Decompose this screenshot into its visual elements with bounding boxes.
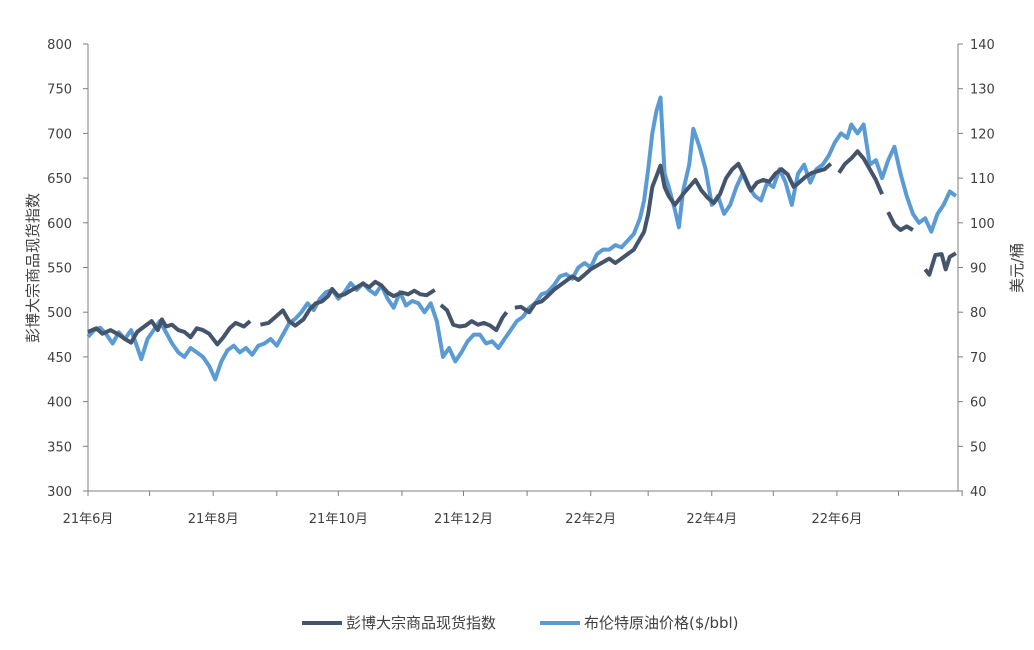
legend-label-brent: 布伦特原油价格($/bbl): [584, 614, 739, 632]
left-tick-label: 400: [47, 396, 72, 411]
series-layer: [86, 95, 958, 382]
left-tick-label: 300: [47, 485, 72, 500]
right-tick-label: 120: [970, 127, 995, 142]
left-tick-label: 600: [47, 217, 72, 232]
right-tick-label: 80: [970, 306, 987, 321]
right-tick-label: 110: [970, 172, 995, 187]
left-axis-ticks: 300 350 400 450 500 550 600 650 700 750 800: [47, 38, 88, 500]
series-line-bcom-index: [87, 149, 957, 347]
left-tick-label: 350: [47, 440, 72, 455]
right-tick-label: 40: [970, 485, 987, 500]
right-tick-label: 140: [970, 38, 995, 53]
left-tick-label: 650: [47, 172, 72, 187]
right-axis-ticks: 40 50 60 70 80 90 100 110 120 130 140: [958, 38, 995, 500]
left-tick-label: 800: [47, 38, 72, 53]
x-axis-ticks: 21年6月 21年8月 21年10月 21年12月 22年2月 22年4月 22年6月: [63, 491, 963, 527]
x-tick-label: 21年10月: [309, 512, 368, 527]
right-tick-label: 50: [970, 440, 987, 455]
x-tick-label: 22年6月: [812, 512, 863, 527]
right-tick-label: 130: [970, 83, 995, 98]
right-tick-label: 70: [970, 351, 987, 366]
x-tick-label: 22年2月: [565, 512, 616, 527]
right-tick-label: 100: [970, 217, 995, 232]
axes: 300 350 400 450 500 550 600 650 700 750 800 40 50 60…: [47, 38, 995, 527]
series-line-brent-price: [86, 95, 958, 382]
x-tick-label: 21年8月: [188, 512, 239, 527]
left-axis-title: 彭博大宗商品现货指数: [24, 193, 42, 343]
x-tick-label: 21年12月: [434, 512, 493, 527]
legend: 彭博大宗商品现货指数 布伦特原油价格($/bbl): [302, 614, 739, 632]
left-tick-label: 500: [47, 306, 72, 321]
right-tick-label: 90: [970, 262, 987, 277]
right-axis-title: 美元/桶: [1008, 243, 1026, 293]
left-tick-label: 550: [47, 262, 72, 277]
legend-label-bcom: 彭博大宗商品现货指数: [346, 614, 496, 632]
left-tick-label: 450: [47, 351, 72, 366]
x-tick-label: 22年4月: [686, 512, 737, 527]
left-tick-label: 700: [47, 127, 72, 142]
left-tick-label: 750: [47, 83, 72, 98]
right-tick-label: 60: [970, 396, 987, 411]
x-tick-label: 21年6月: [63, 512, 114, 527]
